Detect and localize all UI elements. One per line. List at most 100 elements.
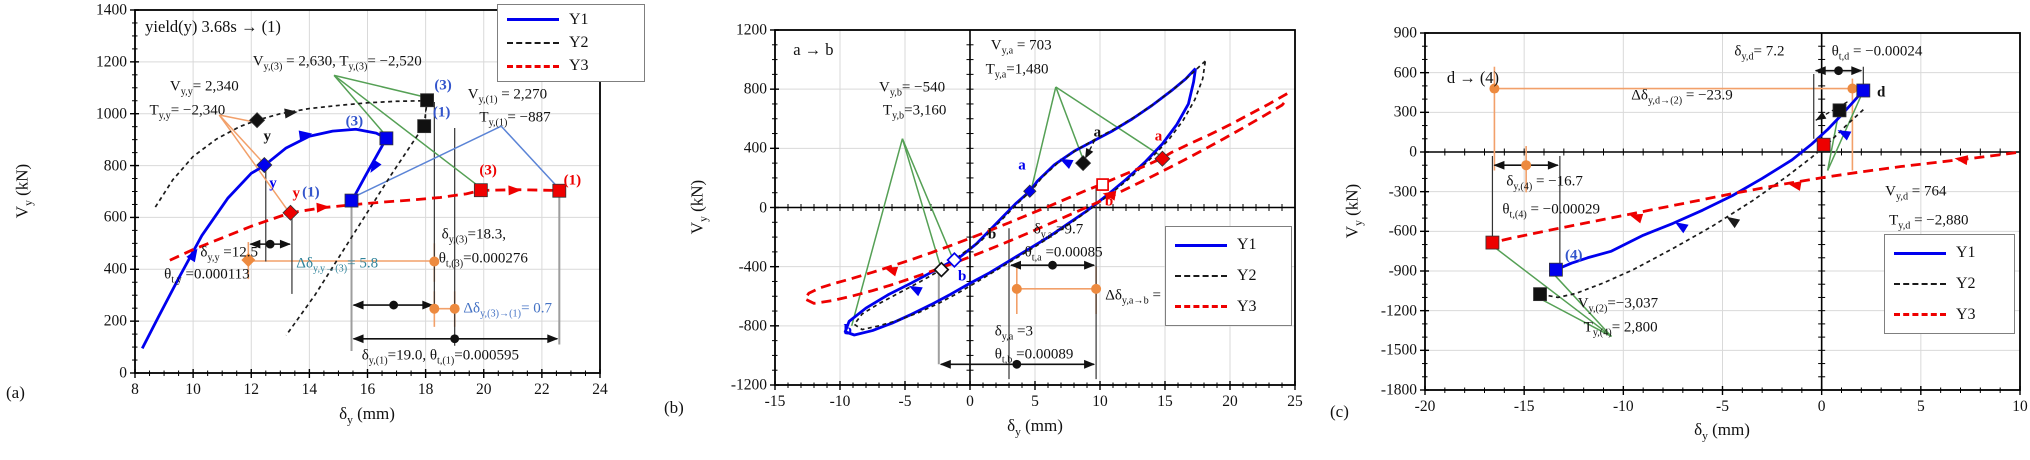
y-tick-label: -900 — [1388, 262, 1417, 280]
series-Y3-line — [803, 92, 1289, 305]
y-tick-label: 800 — [743, 80, 767, 98]
x-tick-label: 16 — [359, 381, 376, 398]
series-arrowhead-icon — [316, 202, 330, 213]
dimension-dot — [265, 239, 275, 249]
arrowhead-icon — [1851, 66, 1863, 76]
leader-line — [218, 114, 264, 163]
orange-dot — [429, 303, 440, 314]
y-tick-label: 1200 — [736, 21, 767, 39]
arrowhead-icon — [1547, 160, 1559, 170]
x-axis-title: δy (mm) — [1007, 416, 1063, 439]
legend-label: Y1 — [569, 10, 589, 28]
x-tick-label: -10 — [829, 393, 851, 410]
legend-entry: Y1 — [507, 11, 635, 29]
legend-line-sample-Y2 — [507, 41, 559, 44]
panel-title: a → b — [793, 39, 834, 59]
annotation: Ty,b=3,160 — [882, 102, 947, 122]
leader-line — [1553, 273, 1612, 337]
y-tick-label: 0 — [1409, 143, 1417, 161]
marker-label: y — [292, 185, 301, 202]
legend-entry: Y3 — [1894, 306, 2005, 324]
x-tick-label: 8 — [131, 381, 139, 398]
annotation: Vy,y= 2,340 — [169, 78, 239, 98]
x-tick-label: -15 — [1513, 398, 1535, 415]
annotation: Vy,a = 703 — [990, 37, 1052, 57]
y-tick-label: -300 — [1388, 182, 1417, 200]
arrowhead-icon — [547, 334, 559, 344]
arrowhead-icon — [422, 300, 434, 310]
x-tick-label: 15 — [1157, 393, 1173, 410]
leader-line — [333, 74, 480, 188]
series-arrowhead-icon — [298, 130, 313, 141]
arrowhead-icon — [1084, 260, 1096, 270]
x-tick-label: 22 — [534, 381, 550, 398]
dashed-arrowhead-icon — [1815, 111, 1827, 121]
series-arrowhead-icon — [1954, 155, 1969, 166]
arrowhead-icon — [279, 239, 291, 249]
dimension-dot — [1834, 66, 1843, 76]
marker-square — [473, 183, 488, 198]
panel-title: yield(y) 3.68s → (1) — [145, 16, 281, 36]
y-tick-label: -600 — [1388, 222, 1417, 240]
marker-label: b — [843, 322, 852, 339]
orange-dot — [1091, 283, 1102, 294]
legend-b: Y1 Y2 Y3 — [1165, 226, 1292, 326]
annotation: Ty,d = −2,880 — [1889, 212, 1969, 232]
y-axis-title: Vy (kN) — [12, 163, 35, 219]
marker-label: (1) — [432, 104, 451, 121]
legend-entry: Y1 — [1894, 244, 2005, 262]
orange-dot — [429, 256, 440, 267]
marker-diamond — [946, 252, 963, 269]
annotation: Δδy,y→(3)= 5.8 — [296, 255, 379, 275]
x-tick-label: 5 — [1031, 393, 1039, 410]
marker-square — [420, 93, 434, 108]
y-tick-label: -400 — [738, 257, 767, 275]
marker-square — [1485, 235, 1500, 250]
y-tick-label: 1200 — [96, 53, 127, 71]
marker-label: y — [269, 175, 277, 192]
legend-entry: Y2 — [507, 34, 635, 52]
marker-square — [344, 193, 359, 208]
marker-label: (3) — [345, 113, 364, 130]
annotation: θt,b =0.00089 — [994, 347, 1074, 367]
leader-line — [500, 125, 559, 188]
legend-label: Y3 — [1956, 305, 1976, 323]
legend-label: Y1 — [1956, 244, 1976, 262]
legend-c: Y1 Y2 Y3 — [1884, 234, 2015, 334]
y-tick-label: -1200 — [1380, 301, 1417, 319]
marker-diamond — [1154, 150, 1171, 167]
dashed-arrowhead-icon — [1085, 147, 1094, 159]
x-axis-title: δy (mm) — [1694, 420, 1750, 443]
arrowhead-icon — [352, 334, 364, 344]
series-arrowhead-icon — [1629, 213, 1644, 224]
panel-letter-c: (c) — [1330, 402, 1349, 421]
annotation: Vy,(1) = 2,270 — [467, 86, 548, 106]
marker-label: (3) — [479, 162, 497, 179]
leader-line — [1493, 246, 1612, 338]
annotation: θt,(4) = −0.00029 — [1502, 201, 1600, 221]
annotation: Vy,(3) = 2,630, Ty,(3)= −2,520 — [252, 53, 422, 73]
legend-line-sample-Y2 — [1894, 282, 1946, 285]
y-axis-title: Vy (kN) — [687, 179, 710, 235]
marker-label: (4) — [1565, 248, 1583, 265]
y-tick-label: 0 — [759, 198, 767, 216]
marker-square — [552, 183, 567, 198]
y-tick-label: 300 — [1393, 103, 1417, 121]
y-tick-label: 1000 — [96, 105, 127, 123]
arrowhead-icon — [1814, 66, 1826, 76]
marker-label: (1) — [302, 184, 320, 201]
legend-label: Y2 — [569, 33, 589, 51]
marker-square — [417, 119, 432, 134]
x-tick-label: 0 — [1817, 398, 1826, 415]
x-tick-label: 10 — [185, 381, 201, 398]
marker-label: a — [1154, 128, 1163, 145]
series-Y2-line — [1539, 109, 1864, 299]
annotation: δy,(1)=19.0, θt,(1)=0.000595 — [361, 347, 520, 367]
annotation: Ty,(4)= 2,800 — [1583, 319, 1658, 339]
orange-dot — [1489, 83, 1500, 94]
marker-square — [1533, 287, 1547, 302]
annotation: δy,(4) = −16.7 — [1506, 174, 1583, 194]
marker-diamond — [256, 157, 273, 174]
annotation: θt,y =0.000113 — [164, 266, 250, 286]
marker-label: d — [1876, 84, 1886, 101]
